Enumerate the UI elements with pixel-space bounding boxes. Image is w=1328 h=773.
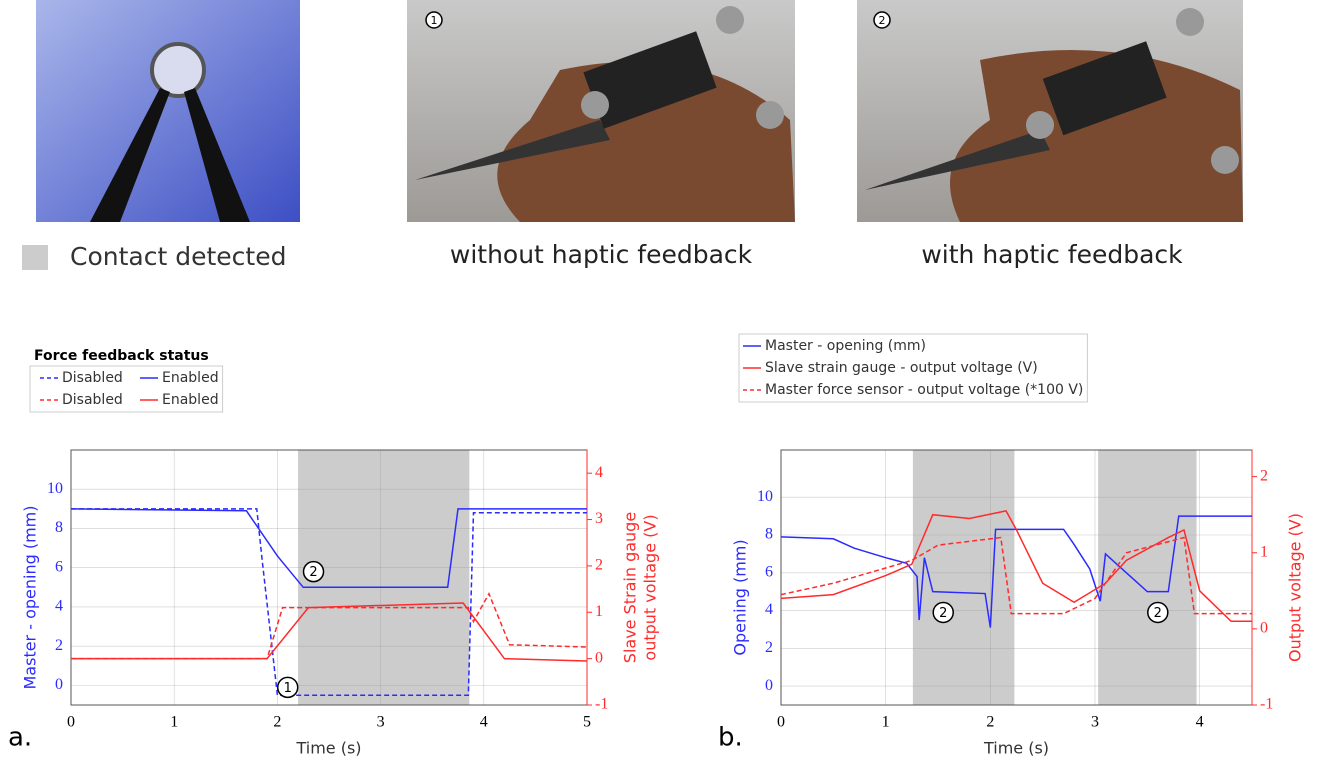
- y-tick-label: 2: [55, 637, 63, 654]
- x-tick-label: 5: [583, 714, 591, 731]
- y-tick-label: 10: [47, 480, 63, 497]
- y2-tick-label: -1: [595, 696, 608, 713]
- panel-label: b.: [718, 723, 743, 753]
- y-tick-label: 8: [55, 519, 63, 536]
- caption: with haptic feedback: [921, 240, 1183, 269]
- y2-axis-label: Output voltage (V): [1286, 513, 1305, 662]
- annotation-circle: [932, 601, 954, 624]
- contact-region: [1098, 450, 1197, 705]
- contact-swatch: [22, 245, 48, 270]
- y-tick-label: 2: [765, 639, 773, 656]
- y-tick-label: 8: [765, 526, 773, 543]
- y2-axis-label: output voltage (V): [641, 514, 660, 660]
- x-tick-label: 1: [882, 714, 890, 731]
- y-tick-label: 4: [765, 601, 773, 618]
- y2-tick-label: 4: [595, 464, 603, 481]
- y-axis-label: Master - opening (mm): [21, 506, 40, 690]
- y2-tick-label: 0: [1260, 620, 1268, 637]
- series-line: [70, 508, 587, 589]
- y-tick-label: 0: [55, 676, 63, 693]
- x-tick-label: 3: [377, 714, 385, 731]
- series-line: [780, 515, 1252, 628]
- caption: without haptic feedback: [450, 240, 753, 269]
- legend-label: Enabled: [162, 392, 219, 408]
- x-tick-label: 2: [986, 714, 994, 731]
- y2-tick-label: 2: [595, 557, 603, 574]
- y-axis-label: Opening (mm): [731, 539, 750, 655]
- x-axis-label: Time (s): [295, 739, 361, 758]
- legend-label: Disabled: [62, 392, 123, 408]
- legend-label: Disabled: [62, 370, 123, 386]
- y2-axis-label: Slave Strain gauge: [621, 512, 640, 663]
- x-tick-label: 2: [273, 714, 281, 731]
- legend-title: Force feedback status: [34, 348, 209, 364]
- x-tick-label: 4: [1196, 714, 1204, 731]
- y2-tick-label: 1: [595, 603, 603, 620]
- y-tick-label: 6: [765, 563, 773, 580]
- y2-tick-label: 1: [1260, 543, 1268, 560]
- photo-2: [407, 0, 795, 223]
- series-line: [780, 536, 1252, 615]
- marker-circle: [873, 11, 891, 29]
- x-tick-label: 0: [67, 714, 75, 731]
- annotation: 2: [309, 565, 317, 580]
- contact-region: [298, 450, 470, 705]
- y2-tick-label: -1: [1260, 696, 1273, 713]
- x-tick-label: 1: [170, 714, 178, 731]
- annotation-circle: [276, 676, 299, 699]
- photo-3: [857, 0, 1243, 222]
- legend-label: Enabled: [162, 370, 219, 386]
- contact-region: [912, 450, 1015, 705]
- photo-1: [36, 0, 300, 222]
- annotation-circle: [1147, 601, 1169, 624]
- photo-marker: 1: [431, 14, 438, 27]
- legend-label: Master - opening (mm): [765, 338, 926, 354]
- annotation: 1: [284, 681, 292, 696]
- panel-label: a.: [8, 723, 32, 753]
- y-tick-label: 0: [765, 677, 773, 694]
- annotation-circle: [302, 560, 325, 583]
- legend-box: [738, 333, 1088, 403]
- y2-tick-label: 3: [595, 510, 603, 527]
- legend: Master - opening (mm) Slave strain gauge …: [738, 333, 1088, 403]
- series-line: [71, 508, 587, 696]
- y2-tick-label: 0: [595, 649, 603, 666]
- x-axis-label: Time (s): [983, 739, 1049, 758]
- series-line: [780, 510, 1252, 623]
- marker-circle: [425, 11, 443, 29]
- y-tick-label: 4: [55, 598, 63, 615]
- legend-label: Slave strain gauge - output voltage (V): [765, 360, 1038, 376]
- series-line: [71, 602, 588, 662]
- annotation: 2: [939, 606, 947, 621]
- y-tick-label: 10: [757, 488, 773, 505]
- legend-box: [29, 365, 224, 413]
- legend: Force feedback status Disabled Enabled Disa…: [29, 348, 224, 413]
- x-tick-label: 4: [480, 714, 488, 731]
- contact-label: Contact detected: [70, 242, 286, 271]
- y-tick-label: 6: [55, 558, 63, 575]
- legend-label: Master force sensor - output voltage (*1…: [765, 382, 1083, 398]
- x-tick-label: 0: [777, 714, 785, 731]
- x-tick-label: 3: [1091, 714, 1099, 731]
- photo-marker: 2: [879, 14, 886, 27]
- annotation: 2: [1154, 606, 1162, 621]
- y2-tick-label: 2: [1260, 467, 1268, 484]
